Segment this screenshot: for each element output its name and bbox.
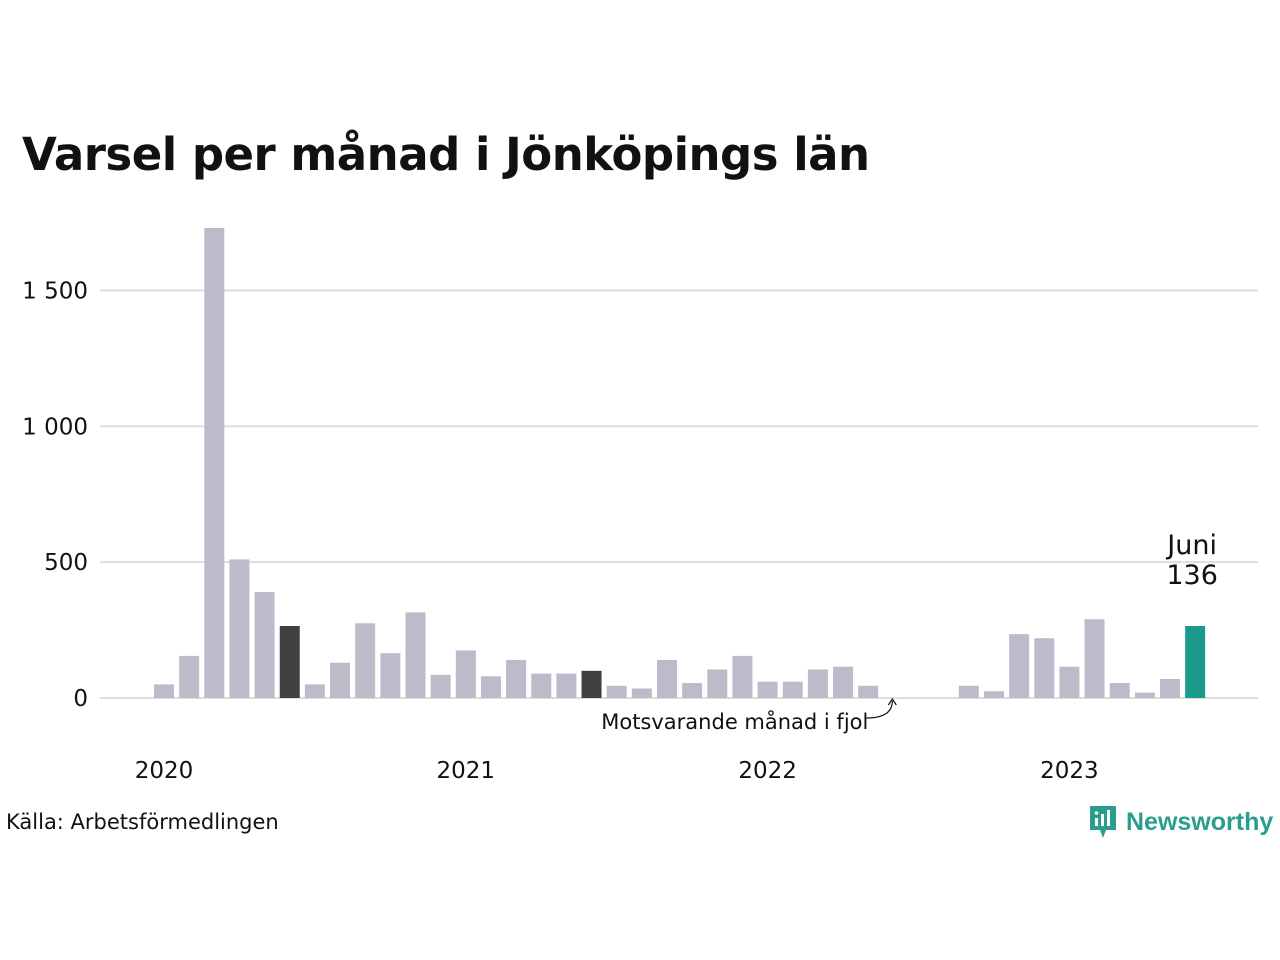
bar-2022-10	[983, 691, 1004, 698]
bar-2020-08	[330, 662, 351, 698]
bar-2020-01	[154, 684, 174, 698]
bar-2021-01	[455, 650, 476, 698]
bar-2022-09	[958, 685, 979, 698]
bar-2021-08	[631, 688, 652, 698]
bar-2023-05	[1160, 678, 1180, 698]
y-tick-label: 1 000	[22, 414, 88, 440]
y-tick-label: 1 500	[22, 278, 88, 304]
bar-2020-10	[380, 653, 401, 698]
bar-2022-02	[782, 681, 803, 698]
bar-2020-11	[405, 612, 426, 698]
bar-2021-03	[506, 659, 527, 698]
bar-2020-04	[229, 559, 250, 698]
bar-2020-05	[254, 592, 275, 698]
bar-2020-06	[279, 625, 300, 698]
bar-2023-01	[1059, 666, 1080, 698]
bar-2020-02	[179, 655, 200, 698]
last-year-arrow	[866, 700, 893, 719]
x-tick-label: 2023	[1040, 758, 1099, 784]
bar-2022-01	[757, 681, 778, 698]
last-year-annotation: Motsvarande månad i fjol	[601, 709, 868, 734]
source-note: Källa: Arbetsförmedlingen	[6, 810, 279, 834]
bars	[154, 227, 1206, 699]
bar-2021-12	[732, 655, 753, 698]
x-tick-label: 2021	[437, 758, 496, 784]
bar-2022-05	[858, 685, 879, 698]
bar-2021-06	[581, 670, 602, 698]
bar-2023-03	[1109, 683, 1130, 698]
bar-2021-09	[657, 659, 677, 698]
bar-2021-05	[556, 673, 577, 698]
bar-2021-10	[682, 683, 703, 698]
x-tick-label: 2020	[135, 758, 194, 784]
x-tick-label: 2022	[738, 758, 797, 784]
bar-2023-04	[1134, 692, 1155, 698]
annotations: Juni 136 Motsvarande månad i fjol	[601, 530, 1218, 734]
bar-2020-07	[304, 684, 325, 698]
y-tick-label: 500	[44, 550, 88, 576]
current-month-label: Juni	[1165, 530, 1217, 561]
bar-2021-02	[480, 676, 501, 698]
bar-2021-07	[606, 685, 627, 698]
last-year-arrowhead	[887, 697, 897, 706]
bar-2022-11	[1009, 634, 1030, 698]
y-tick-label: 0	[73, 686, 88, 712]
chart-title: Varsel per månad i Jönköpings län	[22, 128, 870, 181]
bar-2021-11	[707, 669, 728, 698]
bar-2022-04	[833, 666, 854, 698]
bar-2022-03	[807, 669, 828, 698]
bar-2020-03	[204, 227, 225, 699]
bar-2020-12	[430, 674, 451, 698]
newsworthy-logo-text: Newsworthy	[1126, 807, 1274, 836]
bar-2021-04	[531, 673, 552, 698]
current-month-value: 136	[1166, 560, 1218, 591]
bar-2022-12	[1034, 638, 1055, 698]
newsworthy-logo-icon	[1090, 806, 1116, 838]
bar-2023-02	[1084, 619, 1105, 698]
bar-2023-06	[1185, 625, 1206, 698]
x-axis-labels: 2020 2021 2022 2023	[135, 758, 1099, 784]
newsworthy-logo: Newsworthy	[1088, 804, 1273, 840]
y-axis-labels: 0 500 1 000 1 500	[22, 278, 88, 712]
bar-2020-09	[355, 623, 376, 698]
